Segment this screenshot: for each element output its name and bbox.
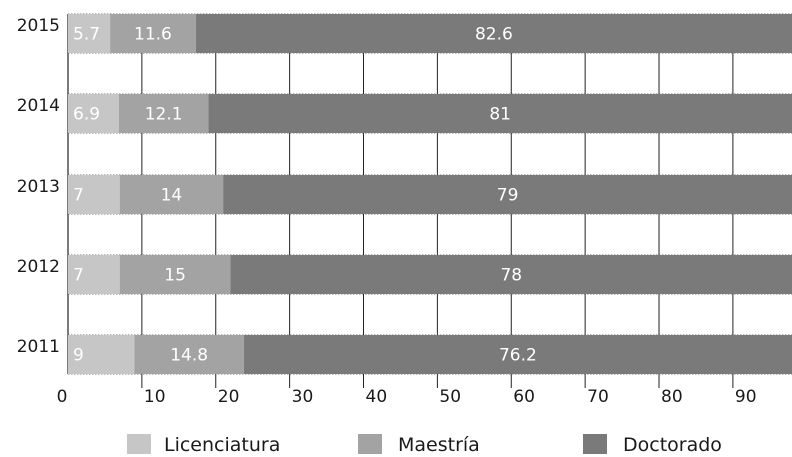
bar-label: 7 [73,266,84,286]
bar-maestría-2013 [119,175,224,214]
bar-label: 14 [161,186,183,206]
bar-label: 78 [500,266,522,286]
bar-label: 6.9 [73,105,100,125]
legend: Licenciatura Maestría Doctorado [127,434,722,456]
legend-label: Maestría [398,434,480,456]
y-axis-labels: 2015 2014 2013 2012 2011 [17,16,60,357]
legend-label: Doctorado [623,434,722,456]
x-tick-label: 0 [57,387,68,407]
bar-doctorado-2015 [195,14,792,53]
bar-label: 11.6 [134,25,172,45]
y-tick-label: 2011 [17,337,60,357]
x-tick-label: 50 [439,387,461,407]
bar-label: 15 [164,266,186,286]
bar-maestría-2014 [118,94,209,133]
x-tick-label: 30 [292,387,314,407]
bar-label: 79 [497,186,519,206]
bar-maestría-2015 [110,14,196,53]
x-tick-label: 10 [144,387,166,407]
x-tick-label: 40 [366,387,388,407]
bar-label: 5.7 [73,25,100,45]
y-tick-label: 2014 [17,96,60,116]
legend-swatch-doctorado [583,434,607,454]
y-tick-label: 2012 [17,257,60,277]
bar-maestría-2012 [119,255,231,294]
bar-licenciatura-2012 [68,255,120,294]
x-tick-label: 20 [218,387,240,407]
x-tick-label: 90 [735,387,757,407]
y-tick-label: 2013 [17,177,60,197]
bar-label: 76.2 [499,346,537,366]
bar-label: 81 [489,105,511,125]
bar-licenciatura-2011 [68,335,135,374]
x-tick-label: 60 [513,387,535,407]
bar-licenciatura-2014 [68,94,119,133]
bar-label: 14.8 [170,346,208,366]
x-axis-labels: 0 10 20 30 40 50 60 70 80 90 [57,387,757,407]
bar-label: 12.1 [145,105,183,125]
bar-label: 82.6 [475,25,513,45]
x-tick-label: 70 [587,387,609,407]
bar-label: 9 [73,346,84,366]
bar-label: 7 [73,186,84,206]
legend-label: Licenciatura [164,434,280,456]
legend-swatch-maestría [358,434,382,454]
bars: 5.7 11.6 82.6 6.9 12.1 81 7 14 79 7 15 78 9 14.8 76.2 [68,14,792,374]
legend-swatch-licenciatura [127,434,151,454]
bar-doctorado-2013 [223,175,792,214]
bar-doctorado-2011 [243,335,792,374]
bar-doctorado-2014 [208,94,792,133]
y-tick-label: 2015 [17,16,60,36]
x-tick-label: 80 [661,387,683,407]
bar-licenciatura-2013 [68,175,120,214]
bar-maestría-2011 [134,335,244,374]
bar-licenciatura-2015 [68,14,111,53]
bar-doctorado-2012 [230,255,792,294]
